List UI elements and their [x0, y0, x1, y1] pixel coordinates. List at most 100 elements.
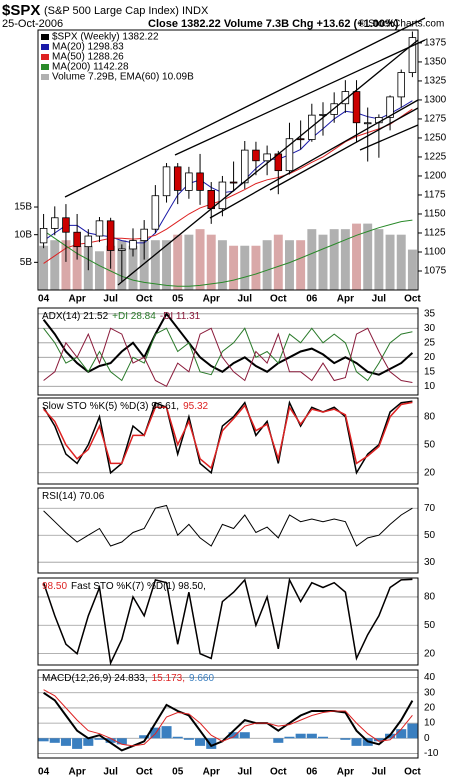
- y-tick-label: 0: [424, 733, 430, 744]
- volume-bar: [352, 223, 361, 290]
- x-tick-label: 05: [172, 294, 184, 305]
- candle-body: [84, 235, 93, 248]
- legend-label: MA(200) 1142.28: [52, 62, 129, 73]
- legend-label: MA(50) 1288.26: [52, 52, 124, 63]
- y-tick-label: 30: [424, 323, 436, 334]
- y-tick-label: 50: [424, 620, 436, 631]
- legend-label: +DI 28.84: [112, 311, 156, 322]
- trend-line: [359, 124, 419, 151]
- legend-label: Volume 7.29B, EMA(60) 10.09B: [52, 72, 194, 83]
- candle-body: [218, 181, 227, 210]
- x-tick-label: Oct: [404, 767, 421, 778]
- candle-body: [285, 138, 294, 172]
- legend-label: MACD(12,26,9) 24.833,: [42, 673, 148, 684]
- panel: [37, 397, 419, 485]
- y-tick-label: 50: [424, 439, 436, 450]
- volume-bar: [50, 240, 60, 290]
- candle-body: [363, 122, 372, 125]
- legend-swatch: [41, 74, 49, 80]
- volume-bar: [262, 240, 272, 290]
- x-tick-label: Oct: [136, 767, 153, 778]
- volume-bar: [273, 234, 283, 290]
- credit: © StockCharts.com: [358, 19, 444, 30]
- y-tick-label: 20: [424, 703, 436, 714]
- x-tick-label: Oct: [136, 294, 153, 305]
- candle-body: [341, 91, 350, 105]
- y-tick-label: 1375: [424, 38, 447, 49]
- y-tick-label: -10: [424, 748, 439, 759]
- candle-body: [51, 217, 59, 229]
- y-tick-label: 25: [424, 337, 436, 348]
- series-line: [43, 691, 414, 752]
- candle-body: [162, 166, 171, 197]
- y-tick-label: 1100: [424, 247, 446, 258]
- legend: 98.50 Fast STO %K(7) %D(1) 98.50,: [42, 581, 206, 592]
- x-tick-label: Jul: [238, 767, 253, 778]
- y-tick-label: 80: [424, 411, 436, 422]
- histogram-bar: [284, 736, 295, 739]
- legend-label: RSI(14) 70.06: [42, 491, 105, 502]
- volume-bar: [139, 240, 149, 290]
- y-tick-label: 20: [424, 648, 436, 659]
- x-tick-label: 05: [172, 767, 184, 778]
- volume-bar: [296, 240, 306, 290]
- y-tick-label: 1300: [424, 95, 447, 106]
- volume-bar: [396, 234, 406, 290]
- histogram-bar: [351, 738, 362, 746]
- x-tick-label: Jul: [238, 294, 253, 305]
- y-tick-label: 1075: [424, 266, 447, 277]
- candle-body: [129, 240, 137, 250]
- candle-body: [62, 217, 70, 233]
- y-tick-label: 1175: [424, 190, 446, 201]
- x-tick-label: Apr: [69, 767, 86, 778]
- histogram-bar: [38, 738, 49, 742]
- trend-line: [64, 17, 426, 198]
- y-tick-label: 30: [424, 557, 436, 568]
- y-tick-label: 50: [424, 530, 436, 541]
- series-line: [43, 504, 413, 547]
- legend-label: 15.173,: [152, 673, 185, 684]
- candle-body: [241, 149, 249, 184]
- y-tick-label: 5B: [20, 257, 33, 268]
- trend-line: [117, 39, 419, 286]
- histogram-bar: [317, 736, 329, 739]
- histogram-bar: [195, 738, 206, 746]
- y-tick-label: 1325: [424, 76, 447, 87]
- legend: Slow STO %K(5) %D(3) 96.61, 95.32: [42, 401, 209, 412]
- volume-bar: [240, 245, 250, 290]
- candle-body: [140, 228, 148, 241]
- histogram-bar: [206, 738, 217, 749]
- volume-bar: [173, 234, 183, 290]
- histogram-bar: [183, 738, 194, 740]
- histogram-bar: [407, 723, 418, 739]
- x-tick-label: 06: [306, 767, 318, 778]
- legend: MACD(12,26,9) 24.833, 15.173, 9.660: [42, 673, 214, 684]
- legend-label: $SPX (Weekly) 1382.22: [52, 32, 159, 43]
- x-tick-label: Apr: [203, 767, 220, 778]
- candle-body: [229, 181, 238, 184]
- candle-body: [185, 172, 193, 191]
- legend: ADX(14) 21.52 +DI 28.84 -DI 11.31: [42, 311, 201, 322]
- volume-bar: [385, 234, 395, 290]
- y-tick-label: 70: [424, 503, 436, 514]
- x-tick-label: Jul: [372, 294, 387, 305]
- series-line: [43, 108, 413, 264]
- panel-frame: [37, 669, 419, 759]
- y-tick-label: 80: [424, 592, 436, 603]
- y-tick-label: 1350: [424, 57, 447, 68]
- panel-frame: [37, 487, 419, 574]
- legend-label: Slow STO %K(5) %D(3) 96.61,: [42, 401, 179, 412]
- volume-bar: [374, 229, 384, 290]
- candle-body: [386, 96, 394, 118]
- legend-label: 98.50: [42, 581, 67, 592]
- legend: RSI(14) 70.06: [42, 491, 105, 502]
- trend-line: [269, 107, 419, 191]
- histogram-bar: [239, 732, 250, 739]
- y-tick-label: 10B: [14, 229, 32, 240]
- volume-bar: [72, 245, 82, 290]
- candle-body: [296, 138, 305, 141]
- x-tick-label: Jul: [103, 294, 118, 305]
- histogram-bar: [306, 733, 317, 739]
- y-tick-label: 1125: [424, 228, 446, 239]
- volume-bar: [184, 234, 194, 290]
